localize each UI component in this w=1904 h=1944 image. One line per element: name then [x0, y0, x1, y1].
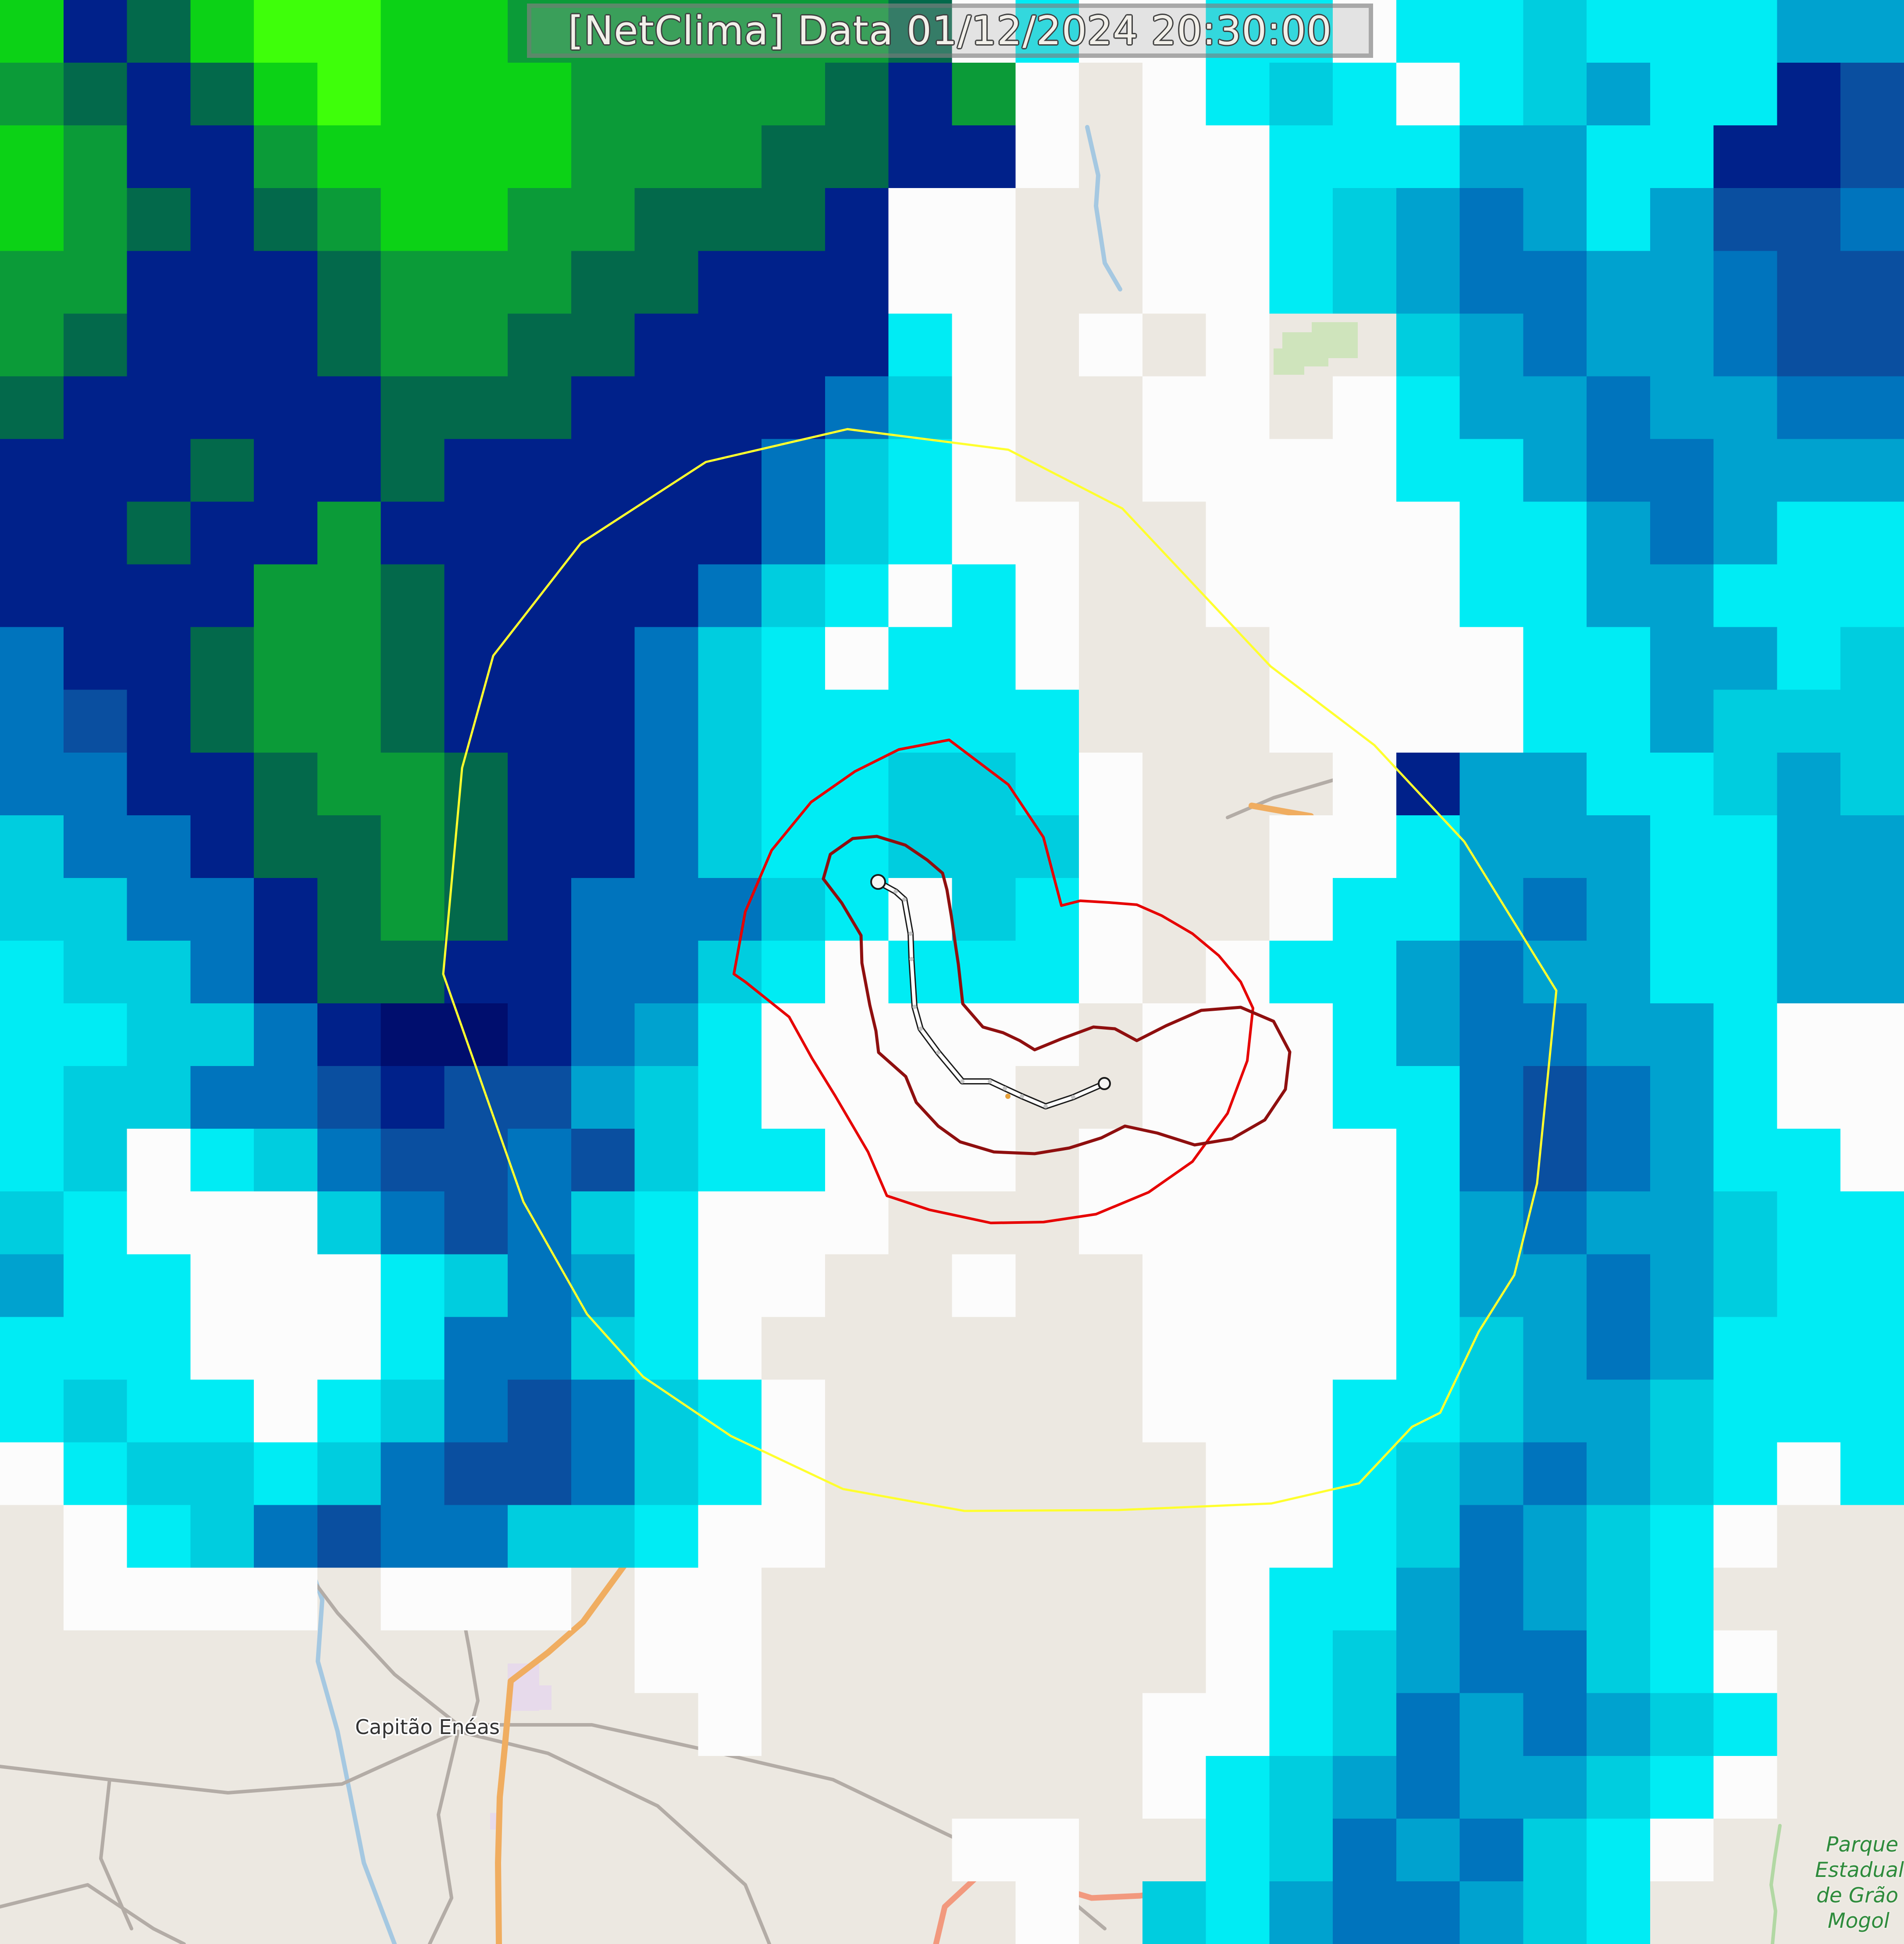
title-text: [NetClima] Data 01/12/2024 20:30:00 [568, 7, 1332, 54]
inner-core-ring [822, 835, 1292, 1155]
title-bar: [NetClima] Data 01/12/2024 20:30:00 [527, 4, 1373, 58]
track-dot [918, 1027, 923, 1031]
track-dot [902, 897, 907, 902]
storm-track [876, 880, 1106, 1108]
track-start-marker [870, 874, 886, 890]
track-dot [909, 957, 914, 961]
track-dot [936, 1050, 940, 1055]
middle-warning-ring [733, 739, 1254, 1224]
track-dot [1043, 1104, 1048, 1109]
track-orange-tick [1005, 1094, 1011, 1099]
track-dot [960, 1079, 964, 1084]
track-dot [1071, 1095, 1075, 1099]
track-dot [893, 889, 898, 894]
track-dot [988, 1079, 992, 1084]
track-dot [1003, 1086, 1007, 1091]
track-dot [912, 1005, 917, 1009]
track-end-marker [1098, 1077, 1111, 1090]
track-dot [908, 931, 913, 936]
track-dot [1020, 1094, 1024, 1098]
outer-warning-ring [442, 428, 1558, 1512]
